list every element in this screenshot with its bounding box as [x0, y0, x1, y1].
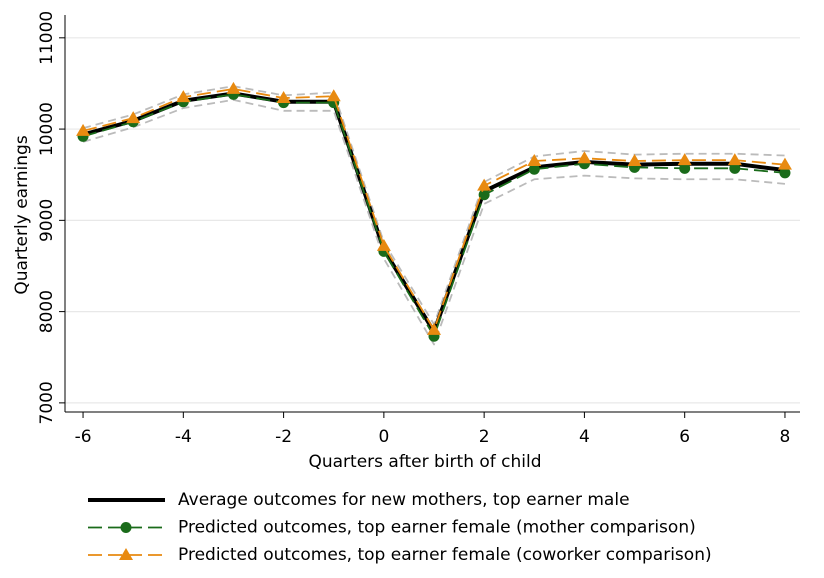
marker — [478, 189, 490, 201]
marker — [326, 89, 341, 102]
marker — [126, 111, 141, 124]
series-line — [82, 85, 785, 326]
marker — [376, 238, 391, 251]
x-tick-label: 6 — [679, 427, 690, 447]
y-tick-label: 8000 — [37, 290, 57, 333]
marker — [119, 548, 133, 560]
x-tick-label: 8 — [780, 427, 791, 447]
marker — [226, 81, 241, 94]
marker — [527, 154, 542, 167]
marker — [427, 322, 442, 335]
marker — [176, 90, 191, 103]
y-tick-label: 11000 — [37, 11, 57, 65]
marker — [627, 154, 642, 167]
y-tick-label: 10000 — [37, 102, 57, 156]
series-line — [82, 88, 786, 331]
marker — [76, 123, 91, 136]
marker — [120, 522, 132, 533]
series-line — [82, 98, 786, 346]
marker — [679, 162, 691, 174]
y-tick-label: 7000 — [37, 381, 57, 424]
legend-label: Predicted outcomes, top earner female (m… — [178, 518, 696, 538]
y-axis-title: Quarterly earnings — [12, 135, 32, 294]
x-tick-label: -4 — [175, 427, 192, 447]
marker — [677, 153, 692, 166]
marker — [729, 162, 741, 174]
x-tick-label: -6 — [75, 427, 92, 447]
marker — [577, 151, 592, 164]
x-tick-label: 0 — [378, 427, 389, 447]
marker — [477, 178, 492, 191]
marker — [777, 157, 792, 170]
x-tick-label: 4 — [579, 427, 590, 447]
marker — [528, 163, 540, 175]
legend-label: Average outcomes for new mothers, top ea… — [178, 490, 630, 510]
legend-label: Predicted outcomes, top earner female (c… — [178, 545, 712, 565]
x-axis-title: Quarters after birth of child — [308, 452, 541, 472]
y-tick-label: 9000 — [37, 199, 57, 242]
marker — [779, 167, 791, 179]
series-line — [82, 93, 786, 338]
x-tick-label: 2 — [479, 427, 490, 447]
marker — [276, 91, 291, 104]
x-tick-label: -2 — [275, 427, 292, 447]
marker — [727, 153, 742, 166]
